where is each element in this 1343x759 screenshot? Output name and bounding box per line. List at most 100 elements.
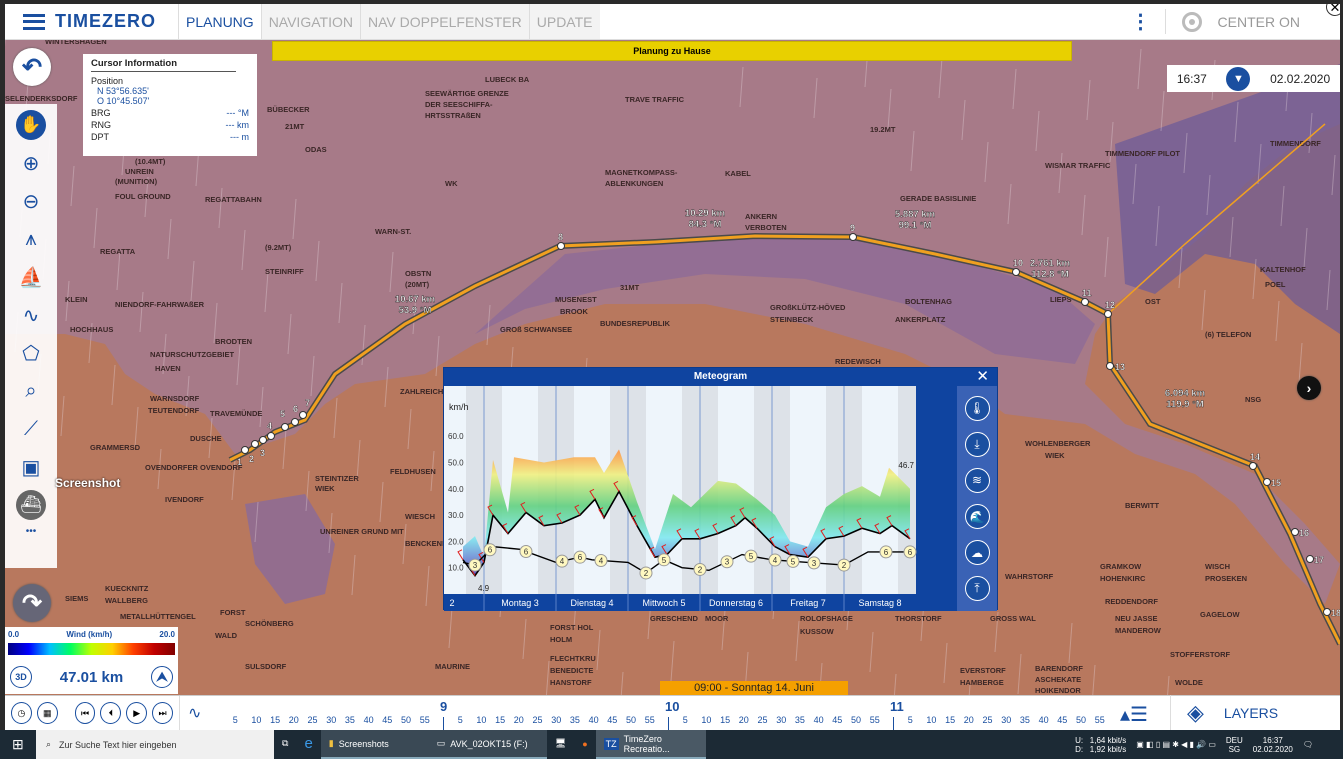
windows-start-icon[interactable]: ⊞ <box>12 736 24 752</box>
center-on-button[interactable]: CENTER ON <box>1217 13 1300 30</box>
tide-icon[interactable]: ⤒ <box>964 576 990 602</box>
area-tool[interactable]: ⬠ <box>14 336 48 370</box>
calendar-icon[interactable]: ▦ <box>36 702 58 724</box>
taskbar-app-screenshots[interactable]: ▮ Screenshots <box>320 730 429 759</box>
tab-navigation[interactable]: NAVIGATION <box>260 4 360 39</box>
app-logo[interactable]: TIMEZERO <box>5 4 178 39</box>
taskbar-app-timezero[interactable]: TZ TimeZero Recreatio... <box>595 730 706 759</box>
route-waypoint[interactable] <box>1081 298 1089 306</box>
route-waypoint[interactable] <box>557 242 565 250</box>
task-view-icon[interactable]: ⧉ <box>282 738 289 748</box>
map-labels: WINTERSHAGEN SELENDERKSDORF BÜBECKER 21MT OD… <box>5 37 1321 695</box>
screenshot-tool[interactable]: ▣ <box>14 450 48 484</box>
mark-tool[interactable]: ⛵ <box>14 260 48 294</box>
wave-icon[interactable]: 🌊 <box>964 504 990 530</box>
route-waypoint[interactable] <box>251 440 259 448</box>
planned-route-line[interactable] <box>229 234 1340 645</box>
layers-button[interactable]: ◈ LAYERS <box>1170 695 1340 730</box>
taskbar-search[interactable]: ⌕ Zur Suche Text hier eingeben <box>36 730 274 759</box>
brg-value: --- °M <box>226 108 249 118</box>
time-slider[interactable]: 9 10 11 5 10 15 20 25 30 35 40 45 50 55 5 10 15 20 25 30 35 4… <box>220 695 1120 730</box>
ship-tool[interactable]: ⛴ <box>14 488 48 522</box>
route-waypoint[interactable] <box>1012 268 1020 276</box>
zoom-out-tool[interactable]: ⊖ <box>14 184 48 218</box>
route-waypoint[interactable] <box>281 423 289 431</box>
route-waypoint[interactable] <box>1249 462 1257 470</box>
north-up-icon[interactable]: ⮝ <box>150 666 173 688</box>
more-tools[interactable]: ••• <box>25 526 37 537</box>
day-label[interactable]: Dienstag 4 <box>570 598 613 608</box>
3d-toggle-button[interactable]: 3D <box>10 666 32 688</box>
day-label[interactable]: Samstag 8 <box>858 598 901 608</box>
day-label[interactable]: 2 <box>449 598 454 608</box>
center-on-icon[interactable] <box>1181 11 1202 32</box>
computer-icon[interactable]: 🖥 <box>554 738 567 748</box>
skip-start-icon[interactable]: ⏮ <box>74 702 96 724</box>
wave-graph-icon[interactable]: ∿ <box>188 705 202 722</box>
route-tool[interactable]: ∿ <box>14 298 48 332</box>
route-waypoint[interactable] <box>267 432 275 440</box>
pan-tool[interactable]: ✋ <box>14 108 48 142</box>
skip-end-icon[interactable]: ⏭ <box>152 702 173 724</box>
route-waypoint[interactable] <box>1104 310 1112 318</box>
zoom-area-tool[interactable]: ⌕ <box>14 374 48 408</box>
day-label[interactable]: Donnerstag 6 <box>709 598 763 608</box>
route-waypoint[interactable] <box>1291 528 1299 536</box>
day-label[interactable]: Montag 3 <box>501 598 539 608</box>
map-place-label: MAURINE <box>435 662 470 671</box>
cloud-icon[interactable]: ☁ <box>964 540 990 566</box>
map-place-label: EVERSTORF <box>960 666 1006 675</box>
route-waypoint[interactable] <box>849 233 857 241</box>
meteogram-window[interactable]: Meteogram ✕ 3 6 6 4 6 4 2 5 2 3 5 4 5 3 2 6 6 10.0 20.0 30.0… <box>443 367 998 611</box>
timeline-minute: 20 <box>288 715 299 725</box>
route-waypoint[interactable] <box>1263 478 1271 486</box>
time-display[interactable]: 16:37 ▼ 02.02.2020 <box>1167 65 1340 92</box>
route-waypoint[interactable] <box>1106 362 1114 370</box>
tray-icons[interactable]: ▣ ◧ ▯ ▤ ✱ ◀ ▮ 🔊 ▭ <box>1136 740 1216 749</box>
more-options-icon[interactable]: ⋮ <box>1131 9 1166 34</box>
day-label[interactable]: Mittwoch 5 <box>642 598 685 608</box>
menu-icon[interactable] <box>23 13 45 30</box>
route-waypoint[interactable] <box>241 446 249 454</box>
wind-barb <box>598 507 605 518</box>
language-indicator[interactable]: DEU SG <box>1226 736 1243 754</box>
beaufort-marker <box>573 550 587 564</box>
close-icon[interactable]: ✕ <box>976 368 989 385</box>
secondary-route[interactable] <box>1107 123 1326 315</box>
redo-button[interactable]: ↷ <box>13 584 51 622</box>
day-label[interactable]: Freitag 7 <box>790 598 826 608</box>
route-waypoint[interactable] <box>259 436 267 444</box>
track-tool[interactable]: ⟋ <box>14 412 48 446</box>
hour-tick <box>443 717 444 730</box>
tab-planung[interactable]: PLANUNG <box>178 4 261 39</box>
play-icon[interactable]: ▶ <box>126 702 148 724</box>
route-waypoint[interactable] <box>1323 608 1331 616</box>
taskbar-clock[interactable]: 16:37 02.02.2020 <box>1253 736 1293 754</box>
zoom-in-tool[interactable]: ⊕ <box>14 146 48 180</box>
tab-nav-doppelfenster[interactable]: NAV DOPPELFENSTER <box>359 4 529 39</box>
pressure-icon[interactable]: ⤓ <box>964 431 990 457</box>
wind-icon[interactable]: ≋ <box>964 467 990 493</box>
clock-icon[interactable]: ◷ <box>11 702 32 724</box>
notifications-icon[interactable]: 🗨 <box>1302 740 1313 749</box>
chevron-down-icon[interactable]: ▼ <box>1226 66 1251 91</box>
route-waypoint[interactable] <box>299 411 307 419</box>
meteogram-chart[interactable]: 3 6 6 4 6 4 2 5 2 3 5 4 5 3 2 6 6 10.0 20.0 30.0 40.0 50.0 60.… <box>444 386 959 611</box>
taskbar-app-drive[interactable]: ▭ AVK_02OKT15 (F:) <box>428 730 547 759</box>
meteogram-header[interactable]: Meteogram ✕ <box>444 368 997 386</box>
route-waypoint[interactable] <box>1306 555 1314 563</box>
firefox-icon[interactable]: ● <box>582 738 588 749</box>
edge-icon[interactable]: e <box>304 735 313 752</box>
close-icon[interactable]: ✕ <box>1326 4 1340 16</box>
measure-tool[interactable]: ⩚ <box>14 222 48 256</box>
map-place-label: SCHÖNBERG <box>245 619 294 628</box>
list-icon[interactable]: ▴☰ <box>1120 704 1148 726</box>
step-back-icon[interactable]: ⏴ <box>100 702 122 724</box>
time-band <box>790 386 808 594</box>
undo-button[interactable]: ↶ <box>13 48 51 86</box>
route-waypoint[interactable] <box>291 418 299 426</box>
thermometer-icon[interactable]: 🌡 <box>964 395 990 421</box>
tab-update[interactable]: UPDATE <box>528 4 600 39</box>
expand-right-button[interactable]: › <box>1297 376 1321 400</box>
